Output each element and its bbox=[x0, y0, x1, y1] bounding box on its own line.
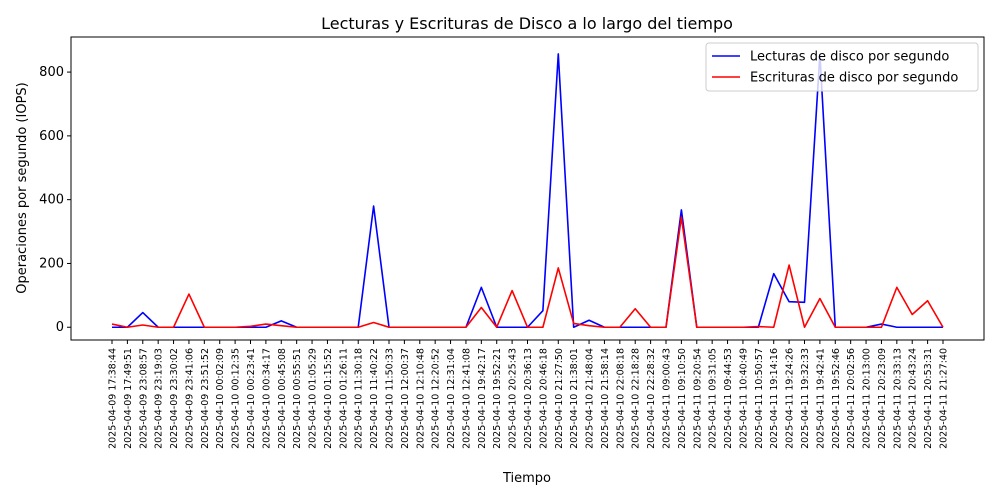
x-tick-label: 2025-04-11 19:52:46 bbox=[831, 348, 842, 449]
x-axis-label: Tiempo bbox=[502, 471, 551, 486]
series-line-escrituras bbox=[111, 216, 944, 329]
x-tick-label: 2025-04-10 19:42:17 bbox=[477, 348, 488, 449]
x-tick-label: 2025-04-10 11:40:22 bbox=[369, 348, 380, 449]
x-tick-label: 2025-04-11 09:10:50 bbox=[677, 348, 688, 449]
x-tick-label: 2025-04-11 09:44:53 bbox=[723, 348, 734, 449]
x-tick-label: 2025-04-10 19:52:21 bbox=[492, 348, 503, 449]
y-tick-label: 600 bbox=[39, 129, 64, 144]
series-layer bbox=[111, 53, 944, 329]
x-tick-label: 2025-04-11 21:27:40 bbox=[939, 348, 950, 449]
x-tick-label: 2025-04-11 19:32:33 bbox=[800, 348, 811, 449]
y-tick-label: 0 bbox=[56, 320, 64, 335]
legend: Lecturas de disco por segundo Escrituras … bbox=[705, 42, 979, 92]
x-tick-label: 2025-04-11 09:31:05 bbox=[708, 348, 719, 449]
chart-title: Lecturas y Escrituras de Disco a lo larg… bbox=[321, 14, 733, 33]
x-tick-label: 2025-04-10 01:26:11 bbox=[338, 348, 349, 449]
x-tick-label: 2025-04-09 23:30:02 bbox=[169, 348, 180, 449]
y-axis-label: Operaciones por segundo (IOPS) bbox=[15, 82, 30, 293]
x-tick-label: 2025-04-10 00:55:51 bbox=[292, 348, 303, 449]
x-tick-label: 2025-04-10 00:34:17 bbox=[261, 348, 272, 449]
x-tick-label: 2025-04-10 12:20:52 bbox=[431, 348, 442, 449]
x-tick-label: 2025-04-11 19:14:16 bbox=[769, 348, 780, 449]
x-tick-label: 2025-04-11 20:13:00 bbox=[862, 348, 873, 449]
x-tick-label: 2025-04-11 09:00:43 bbox=[662, 348, 673, 449]
x-tick-label: 2025-04-10 11:50:33 bbox=[385, 348, 396, 449]
x-tick-label: 2025-04-10 11:30:18 bbox=[354, 348, 365, 449]
x-tick-label: 2025-04-10 21:58:14 bbox=[600, 348, 611, 449]
legend-label: Escrituras de disco por segundo bbox=[750, 71, 958, 86]
x-tick-label: 2025-04-09 23:41:06 bbox=[184, 348, 195, 449]
x-tick-label: 2025-04-11 09:20:54 bbox=[692, 348, 703, 449]
x-tick-label: 2025-04-10 22:18:28 bbox=[631, 348, 642, 449]
x-tick-label: 2025-04-10 01:05:29 bbox=[308, 348, 319, 449]
x-tick-label: 2025-04-10 20:46:18 bbox=[538, 348, 549, 449]
x-tick-label: 2025-04-10 12:31:04 bbox=[446, 348, 457, 449]
x-tick-label: 2025-04-09 17:38:44 bbox=[108, 348, 119, 449]
x-tick-label: 2025-04-10 21:48:04 bbox=[585, 348, 596, 449]
x-tick-label: 2025-04-10 21:38:01 bbox=[569, 348, 580, 449]
x-tick-label: 2025-04-11 10:50:57 bbox=[754, 348, 765, 449]
x-tick-label: 2025-04-10 21:27:50 bbox=[554, 348, 565, 449]
x-tick-label: 2025-04-10 00:45:08 bbox=[277, 348, 288, 449]
x-tick-label: 2025-04-11 10:40:49 bbox=[738, 348, 749, 449]
x-tick-label: 2025-04-10 20:25:43 bbox=[508, 348, 519, 449]
x-tick-label: 2025-04-09 23:51:52 bbox=[200, 348, 211, 449]
plot-frame bbox=[70, 36, 985, 341]
x-tick-label: 2025-04-09 23:19:03 bbox=[154, 348, 165, 449]
x-tick-label: 2025-04-11 20:23:09 bbox=[877, 348, 888, 449]
y-tick-label: 800 bbox=[39, 65, 64, 80]
y-tick-label: 400 bbox=[39, 193, 64, 208]
x-tick-label: 2025-04-10 12:00:37 bbox=[400, 348, 411, 449]
x-tick-label: 2025-04-10 01:15:52 bbox=[323, 348, 334, 449]
x-tick-label: 2025-04-10 12:10:48 bbox=[415, 348, 426, 449]
x-tick-label: 2025-04-10 22:08:18 bbox=[615, 348, 626, 449]
x-tick-label: 2025-04-10 00:02:09 bbox=[215, 348, 226, 449]
x-tick-label: 2025-04-11 19:24:26 bbox=[785, 348, 796, 449]
x-tick-label: 2025-04-11 20:43:24 bbox=[908, 348, 919, 449]
x-tick-label: 2025-04-10 22:28:32 bbox=[646, 348, 657, 449]
x-tick-label: 2025-04-11 20:33:13 bbox=[892, 348, 903, 449]
x-tick-label: 2025-04-09 23:08:57 bbox=[138, 348, 149, 449]
x-tick-label: 2025-04-09 17:49:51 bbox=[123, 348, 134, 449]
x-tick-label: 2025-04-11 20:53:31 bbox=[923, 348, 934, 449]
x-tick-label: 2025-04-10 00:23:41 bbox=[246, 348, 257, 449]
y-tick-label: 200 bbox=[39, 256, 64, 271]
legend-label: Lecturas de disco por segundo bbox=[750, 50, 949, 65]
x-tick-label: 2025-04-10 20:36:13 bbox=[523, 348, 534, 449]
x-tick-label: 2025-04-10 12:41:08 bbox=[461, 348, 472, 449]
x-tick-label: 2025-04-10 00:12:35 bbox=[231, 348, 242, 449]
legend-box bbox=[705, 42, 979, 92]
x-tick-label: 2025-04-11 19:42:41 bbox=[815, 348, 826, 449]
x-tick-label: 2025-04-11 20:02:56 bbox=[846, 348, 857, 449]
tick-layer: 0 200 400 600 800 2025-04-09 17:38:44 2025-04-… bbox=[39, 65, 949, 449]
